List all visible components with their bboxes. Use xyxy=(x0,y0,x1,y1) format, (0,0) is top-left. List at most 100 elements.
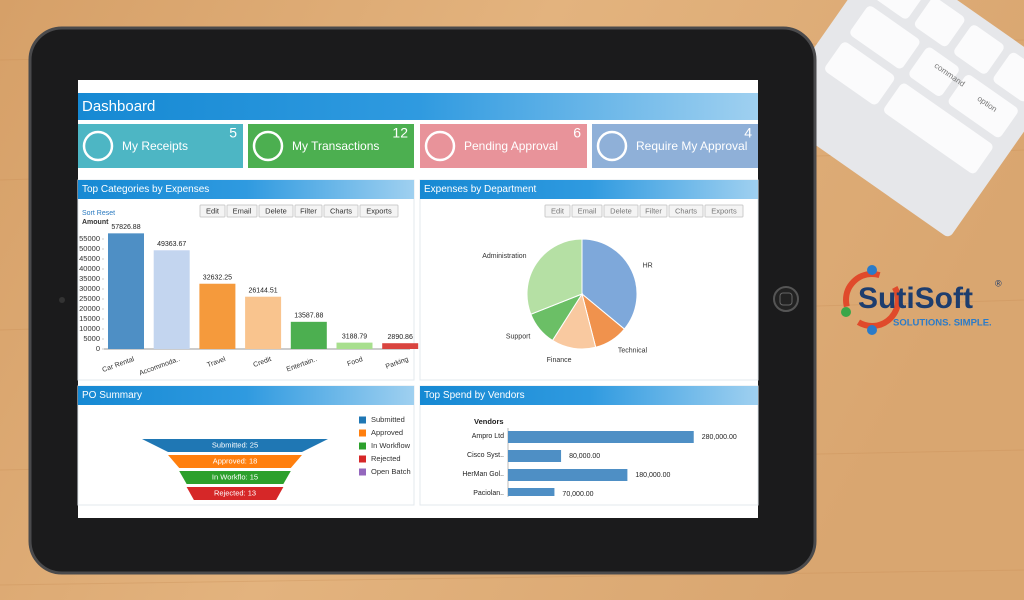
panel-header xyxy=(420,180,758,199)
bar xyxy=(382,343,419,349)
funnel-label: Approved: 18 xyxy=(213,456,258,465)
data-label: 57826.88 xyxy=(111,224,140,231)
pie-slice xyxy=(581,238,638,330)
pie-label: Administration xyxy=(482,253,526,260)
logo xyxy=(841,265,901,335)
panel-header xyxy=(420,386,758,405)
legend-swatch xyxy=(359,468,366,476)
funnel-segment xyxy=(186,487,284,500)
legend-label: Approved xyxy=(371,428,403,437)
funnel-label: In Workflo: 15 xyxy=(212,472,258,481)
legend-label: In Workflow xyxy=(371,441,411,450)
toolbar-label: Edit xyxy=(206,206,220,215)
toolbar-button[interactable] xyxy=(668,204,704,218)
y-tick-label: 40000 xyxy=(79,264,100,273)
chart-links[interactable]: Sort Reset xyxy=(82,210,115,217)
y-axis-label: Vendors xyxy=(474,417,504,426)
legend-swatch xyxy=(359,429,366,437)
category-label: HerMan Gol.. xyxy=(462,471,504,478)
data-label: 3188.79 xyxy=(342,333,367,340)
card[interactable] xyxy=(248,124,414,168)
data-label: 70,000.00 xyxy=(562,491,593,498)
toolbar-button[interactable] xyxy=(544,204,571,218)
home-button[interactable] xyxy=(773,286,799,312)
y-tick-label: 35000 xyxy=(79,274,100,283)
y-tick-label: 20000 xyxy=(79,304,100,313)
toolbar-button[interactable] xyxy=(199,204,226,218)
toolbar-button[interactable] xyxy=(359,204,399,218)
data-label: 80,000.00 xyxy=(569,453,600,460)
brand-mark: ® xyxy=(995,278,1002,288)
card-count: 5 xyxy=(229,125,237,141)
legend-label: Open Batch xyxy=(371,467,411,476)
bar xyxy=(508,450,562,462)
toolbar-label: Charts xyxy=(330,206,352,215)
dashboard-header xyxy=(78,93,758,120)
y-tick-label: 50000 xyxy=(79,244,100,253)
toolbar-button[interactable] xyxy=(571,204,603,218)
pie-label: Technical xyxy=(618,347,648,354)
toolbar-label: Filter xyxy=(645,206,662,215)
y-tick-label: 0 xyxy=(96,344,100,353)
card-label: Pending Approval xyxy=(464,139,558,153)
bar xyxy=(245,296,282,349)
toolbar-label: Charts xyxy=(675,206,697,215)
card[interactable] xyxy=(592,124,758,168)
funnel-segment xyxy=(142,439,328,452)
card-count: 12 xyxy=(392,125,408,141)
data-label: 13587.88 xyxy=(294,313,323,320)
bar xyxy=(108,233,144,349)
toolbar-button[interactable] xyxy=(603,204,639,218)
toolbar-label: Edit xyxy=(551,206,565,215)
card-icon xyxy=(424,130,456,162)
toolbar-label: Exports xyxy=(366,206,392,215)
toolbar-label: Delete xyxy=(610,206,632,215)
data-label: 32632.25 xyxy=(203,275,232,282)
card-count: 4 xyxy=(744,125,752,141)
bar xyxy=(508,488,555,496)
pie-label: Support xyxy=(506,334,531,341)
y-tick-label: 15000 xyxy=(79,314,100,323)
panel-header xyxy=(78,386,414,405)
toolbar-button[interactable] xyxy=(704,204,744,218)
data-label: 280,000.00 xyxy=(702,434,737,441)
legend-swatch xyxy=(359,442,366,450)
bar xyxy=(508,431,694,443)
y-tick-label: 30000 xyxy=(79,284,100,293)
home-icon xyxy=(779,292,793,306)
toolbar-button[interactable] xyxy=(258,204,294,218)
funnel-segment xyxy=(168,455,302,468)
card-label: Require My Approval xyxy=(636,139,747,153)
card-count: 6 xyxy=(573,125,581,141)
legend-label: Submitted xyxy=(371,415,405,424)
toolbar-button[interactable] xyxy=(323,204,359,218)
y-tick-label: 5000 xyxy=(83,334,100,343)
panel-title: Top Categories by Expenses xyxy=(82,184,209,195)
pie-slice xyxy=(526,238,583,315)
panel-title: Expenses by Department xyxy=(424,184,537,195)
y-axis-label: Amount xyxy=(82,219,109,226)
category-label: Cisco Syst.. xyxy=(467,452,504,459)
toolbar-button[interactable] xyxy=(226,204,258,218)
pie-label: Finance xyxy=(547,357,572,364)
dashboard-title: Dashboard xyxy=(82,98,155,115)
category-label: Ampro Ltd xyxy=(472,433,504,440)
toolbar-button[interactable] xyxy=(294,204,323,218)
data-label: 49363.67 xyxy=(157,241,186,248)
funnel-label: Submitted: 25 xyxy=(212,440,258,449)
toolbar-label: Exports xyxy=(711,206,737,215)
bar xyxy=(199,283,236,349)
toolbar-button[interactable] xyxy=(639,204,668,218)
y-tick-label: 55000 xyxy=(79,234,100,243)
data-label: 2890.86 xyxy=(388,334,413,341)
y-tick-label: 45000 xyxy=(79,254,100,263)
data-label: 26144.51 xyxy=(248,288,277,295)
card[interactable] xyxy=(78,124,243,168)
card[interactable] xyxy=(420,124,587,168)
brand-tagline: SOLUTIONS. SIMPLE. xyxy=(893,318,992,329)
category-label: Paciolan.. xyxy=(473,490,504,497)
data-label: 180,000.00 xyxy=(635,472,670,479)
panel-title: Top Spend by Vendors xyxy=(424,390,525,401)
card-icon xyxy=(82,130,114,162)
toolbar-label: Email xyxy=(233,206,252,215)
